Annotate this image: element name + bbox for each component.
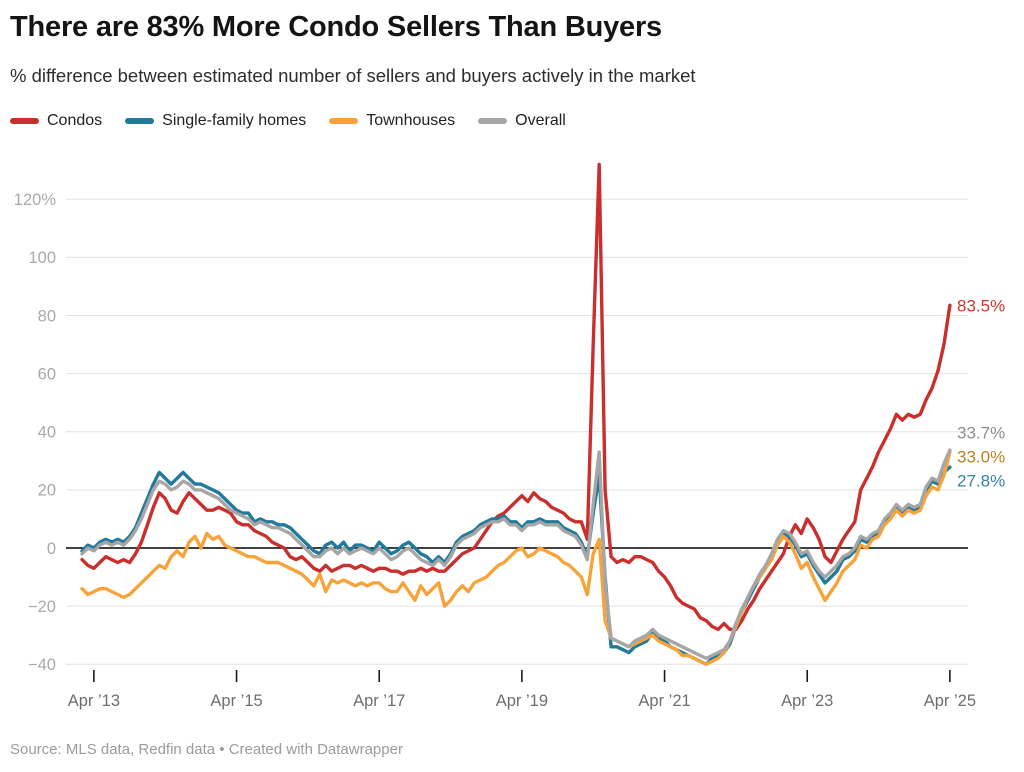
end-value-label: 33.0%	[957, 447, 1005, 466]
y-axis-label: 0	[47, 540, 56, 558]
x-axis-label: Apr ’25	[924, 692, 976, 710]
y-axis-label: −40	[28, 656, 56, 674]
x-axis-label: Apr ’15	[210, 692, 262, 710]
series-line-condos	[80, 162, 952, 632]
y-axis-label: 100	[28, 249, 56, 267]
series-line-single-family-homes	[80, 465, 952, 666]
legend-item-condos: Condos	[10, 112, 102, 130]
series-line-townhouses	[80, 450, 952, 666]
legend-label-overall: Overall	[515, 111, 566, 129]
legend-swatch-condos	[10, 117, 39, 124]
end-value-label: 33.7%	[957, 423, 1005, 442]
legend-item-single-family-homes: Single-family homes	[125, 112, 306, 130]
legend-label-townhouses: Townhouses	[366, 111, 456, 129]
source-line: Source: MLS data, Redfin data • Created …	[10, 741, 403, 758]
source-text: Source: MLS data, Redfin data • Created …	[10, 741, 403, 758]
x-axis-label: Apr ’21	[638, 692, 690, 710]
y-axis-label: 20	[38, 482, 56, 500]
legend-label-condos: Condos	[47, 111, 103, 129]
chart-header: There are 83% More Condo Sellers Than Bu…	[10, 10, 1014, 130]
x-axis-label: Apr ’13	[68, 692, 120, 710]
y-axis-label: 60	[38, 365, 56, 383]
legend-swatch-townhouses	[329, 117, 359, 124]
y-axis-label: −20	[28, 598, 56, 616]
legend: Condos Single-family homes Townhouses Ov…	[10, 112, 1014, 130]
legend-swatch-overall	[478, 117, 508, 124]
x-axis-label: Apr ’19	[496, 692, 548, 710]
legend-swatch-single-family-homes	[125, 117, 155, 124]
x-axis-label: Apr ’23	[781, 692, 833, 710]
legend-item-overall: Overall	[478, 112, 566, 130]
legend-label-single-family-homes: Single-family homes	[162, 111, 307, 129]
x-axis-label: Apr ’17	[353, 692, 405, 710]
chart-title: There are 83% More Condo Sellers Than Bu…	[10, 11, 662, 43]
series-line-overall	[80, 448, 952, 661]
y-axis-label: 40	[38, 424, 56, 442]
end-value-label: 27.8%	[957, 471, 1005, 490]
legend-item-townhouses: Townhouses	[329, 112, 455, 130]
y-axis-label: 120%	[14, 191, 57, 209]
end-value-label: 83.5%	[957, 296, 1005, 315]
y-axis-label: 80	[38, 307, 56, 325]
chart-subtitle: % difference between estimated number of…	[10, 64, 696, 86]
